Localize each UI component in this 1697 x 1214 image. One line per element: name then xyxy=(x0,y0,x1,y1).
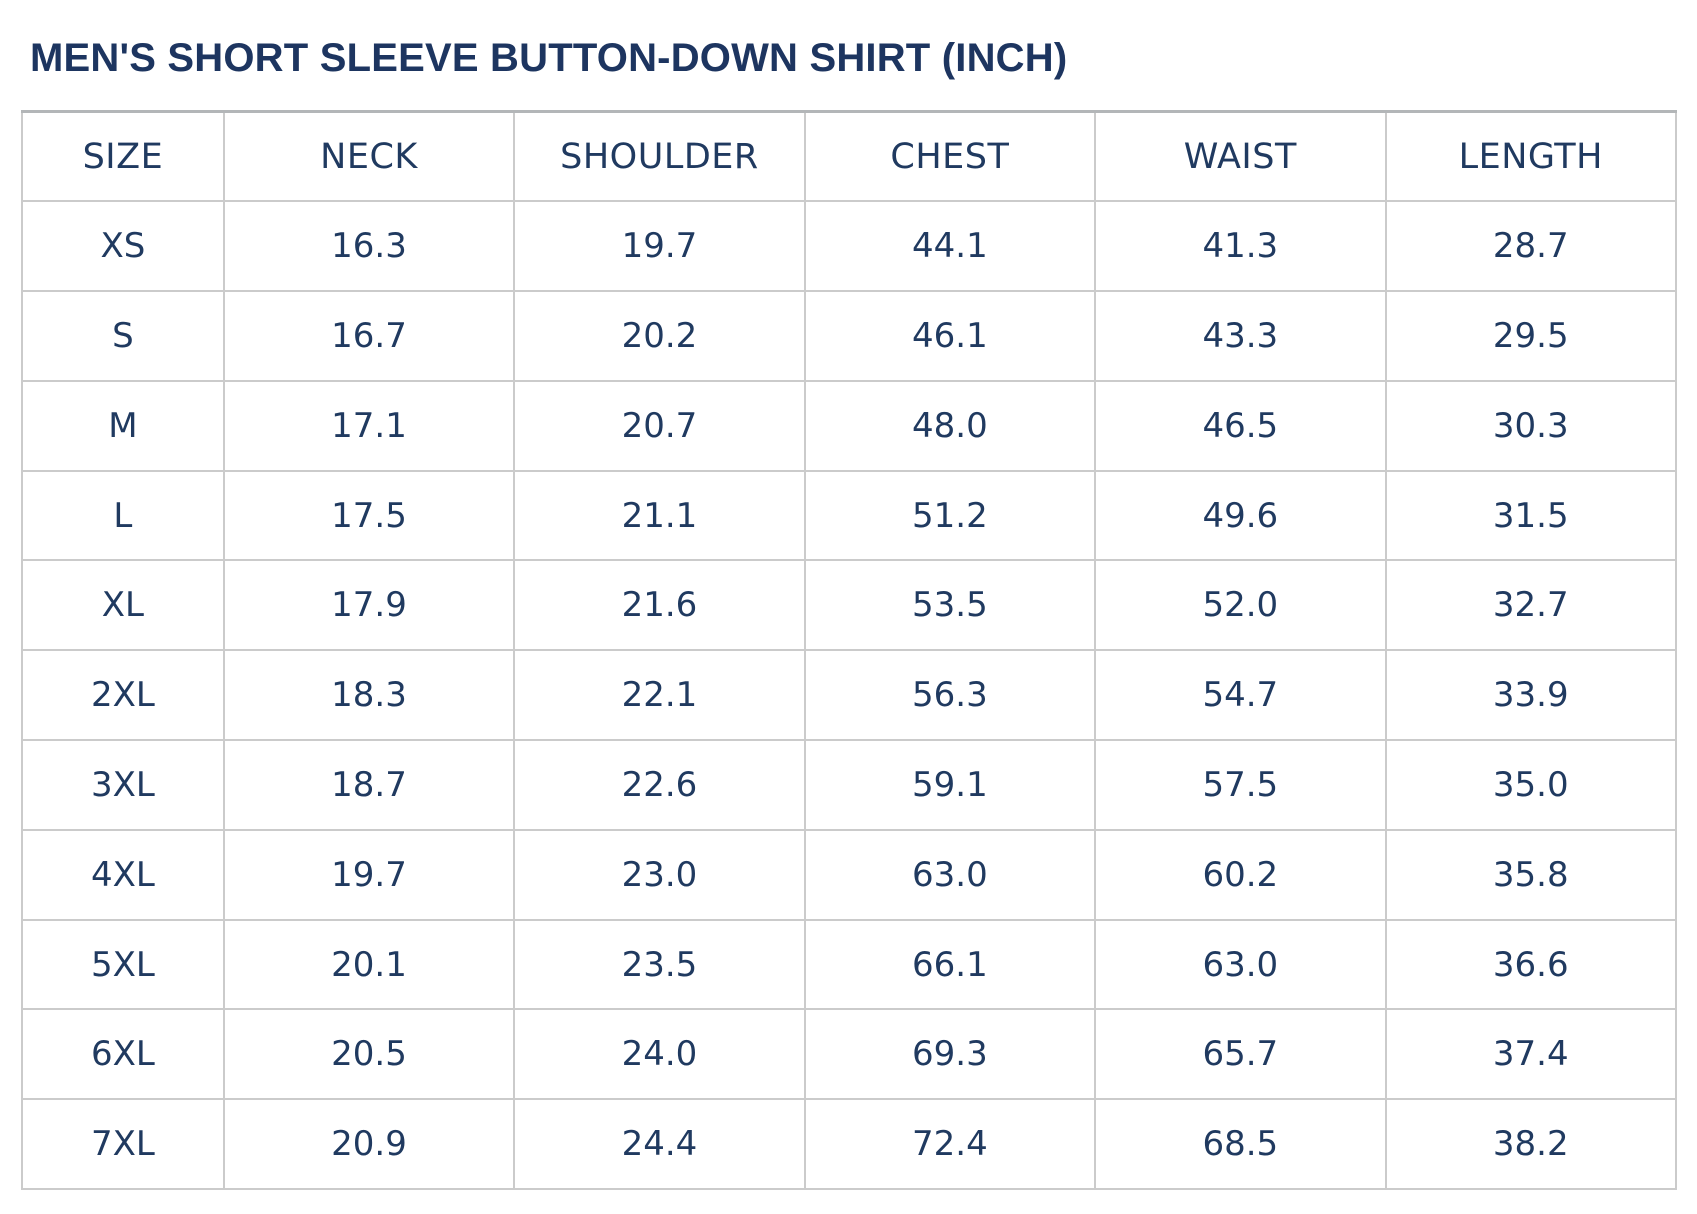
value-cell: 57.5 xyxy=(1094,739,1387,831)
size-cell: XL xyxy=(21,559,225,652)
value-cell: 35.8 xyxy=(1384,828,1678,921)
value-cell: 46.5 xyxy=(1094,379,1387,472)
value-cell: 21.6 xyxy=(513,559,806,652)
value-cell: 60.2 xyxy=(1094,828,1387,921)
value-cell: 29.5 xyxy=(1384,290,1678,382)
column-header-row: SIZE NECK SHOULDER CHEST WAIST LENGTH xyxy=(21,110,1678,203)
table-row: XS 16.3 19.7 44.1 41.3 28.7 xyxy=(21,200,1678,293)
value-cell: 46.1 xyxy=(803,290,1097,382)
table-row: 3XL 18.7 22.6 59.1 57.5 35.0 xyxy=(21,739,1678,831)
size-cell: 2XL xyxy=(21,649,225,742)
value-cell: 43.3 xyxy=(1094,290,1387,382)
table-row: S 16.7 20.2 46.1 43.3 29.5 xyxy=(21,290,1678,382)
value-cell: 23.5 xyxy=(513,918,806,1011)
value-cell: 32.7 xyxy=(1384,559,1678,652)
value-cell: 54.7 xyxy=(1094,649,1387,742)
size-cell: XS xyxy=(21,200,225,293)
size-cell: 7XL xyxy=(21,1098,225,1191)
size-cell: 5XL xyxy=(21,918,225,1011)
value-cell: 68.5 xyxy=(1094,1098,1387,1191)
value-cell: 22.6 xyxy=(513,739,806,831)
size-cell: M xyxy=(21,379,225,472)
value-cell: 48.0 xyxy=(803,379,1097,472)
table-body: XS 16.3 19.7 44.1 41.3 28.7 S 16.7 20.2 46.1 43.3 2… xyxy=(21,200,1678,1191)
size-chart-table: SIZE NECK SHOULDER CHEST WAIST LENGTH XS 16.3 1… xyxy=(21,110,1678,1191)
column-header: SIZE xyxy=(21,110,225,203)
value-cell: 33.9 xyxy=(1384,649,1678,742)
page-title: MEN'S SHORT SLEEVE BUTTON-DOWN SHIRT (IN… xyxy=(30,36,1068,80)
value-cell: 37.4 xyxy=(1384,1008,1678,1101)
column-header: NECK xyxy=(222,110,516,203)
table-row: XL 17.9 21.6 53.5 52.0 32.7 xyxy=(21,559,1678,652)
table-row: L 17.5 21.1 51.2 49.6 31.5 xyxy=(21,469,1678,562)
value-cell: 20.9 xyxy=(222,1098,516,1191)
value-cell: 30.3 xyxy=(1384,379,1678,472)
value-cell: 52.0 xyxy=(1094,559,1387,652)
value-cell: 28.7 xyxy=(1384,200,1678,293)
value-cell: 38.2 xyxy=(1384,1098,1678,1191)
size-cell: 6XL xyxy=(21,1008,225,1101)
value-cell: 20.1 xyxy=(222,918,516,1011)
table-row: 2XL 18.3 22.1 56.3 54.7 33.9 xyxy=(21,649,1678,742)
table-row: 4XL 19.7 23.0 63.0 60.2 35.8 xyxy=(21,828,1678,921)
value-cell: 63.0 xyxy=(1094,918,1387,1011)
value-cell: 44.1 xyxy=(803,200,1097,293)
value-cell: 17.9 xyxy=(222,559,516,652)
table-row: 5XL 20.1 23.5 66.1 63.0 36.6 xyxy=(21,918,1678,1011)
column-header: SHOULDER xyxy=(513,110,806,203)
column-header: LENGTH xyxy=(1384,110,1678,203)
size-cell: 4XL xyxy=(21,828,225,921)
value-cell: 18.3 xyxy=(222,649,516,742)
value-cell: 19.7 xyxy=(222,828,516,921)
value-cell: 36.6 xyxy=(1384,918,1678,1011)
value-cell: 21.1 xyxy=(513,469,806,562)
value-cell: 24.4 xyxy=(513,1098,806,1191)
value-cell: 41.3 xyxy=(1094,200,1387,293)
value-cell: 31.5 xyxy=(1384,469,1678,562)
value-cell: 69.3 xyxy=(803,1008,1097,1101)
table-row: 6XL 20.5 24.0 69.3 65.7 37.4 xyxy=(21,1008,1678,1101)
column-header: WAIST xyxy=(1094,110,1387,203)
value-cell: 65.7 xyxy=(1094,1008,1387,1101)
value-cell: 18.7 xyxy=(222,739,516,831)
value-cell: 17.5 xyxy=(222,469,516,562)
value-cell: 35.0 xyxy=(1384,739,1678,831)
size-cell: L xyxy=(21,469,225,562)
value-cell: 23.0 xyxy=(513,828,806,921)
value-cell: 20.5 xyxy=(222,1008,516,1101)
value-cell: 16.3 xyxy=(222,200,516,293)
value-cell: 53.5 xyxy=(803,559,1097,652)
value-cell: 49.6 xyxy=(1094,469,1387,562)
value-cell: 51.2 xyxy=(803,469,1097,562)
value-cell: 22.1 xyxy=(513,649,806,742)
size-cell: S xyxy=(21,290,225,382)
value-cell: 19.7 xyxy=(513,200,806,293)
value-cell: 72.4 xyxy=(803,1098,1097,1191)
size-cell: 3XL xyxy=(21,739,225,831)
value-cell: 59.1 xyxy=(803,739,1097,831)
value-cell: 66.1 xyxy=(803,918,1097,1011)
value-cell: 24.0 xyxy=(513,1008,806,1101)
value-cell: 17.1 xyxy=(222,379,516,472)
value-cell: 20.7 xyxy=(513,379,806,472)
value-cell: 20.2 xyxy=(513,290,806,382)
table-row: 7XL 20.9 24.4 72.4 68.5 38.2 xyxy=(21,1098,1678,1191)
table-header: SIZE NECK SHOULDER CHEST WAIST LENGTH xyxy=(21,110,1678,203)
value-cell: 63.0 xyxy=(803,828,1097,921)
value-cell: 56.3 xyxy=(803,649,1097,742)
column-header: CHEST xyxy=(803,110,1097,203)
table-row: M 17.1 20.7 48.0 46.5 30.3 xyxy=(21,379,1678,472)
value-cell: 16.7 xyxy=(222,290,516,382)
